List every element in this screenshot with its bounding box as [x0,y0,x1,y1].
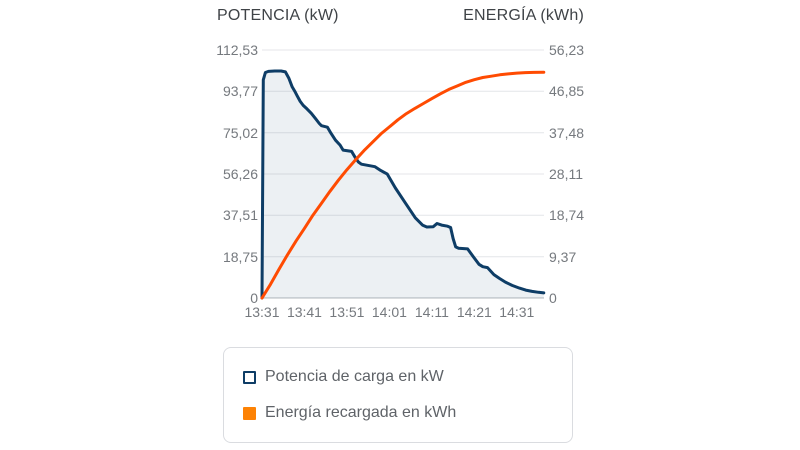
right-axis-tick-label: 28,11 [549,166,583,183]
right-axis-tick-label: 56,23 [549,42,585,58]
x-axis-tick-label: 13:41 [286,304,322,320]
chart-legend: Potencia de carga en kW Energía recargad… [223,347,573,443]
left-axis-tick-label: 75,02 [222,124,258,141]
power-series-swatch-icon [243,370,256,384]
power-series-label: Potencia de carga en kW [265,368,444,385]
power-line [260,69,546,300]
right-axis-title: ENERGÍA (kWh) [463,7,584,24]
right-axis-tick-label: 0 [549,290,557,306]
right-axis-tick-label: 37,48 [549,124,585,141]
left-axis-tick-label: 112,53 [216,42,258,58]
legend-item-energy[interactable]: Energía recargada en kWh [243,403,572,423]
x-axis-tick-label: 14:31 [499,304,535,320]
right-axis-tick-label: 46,85 [549,83,585,100]
chart-canvas[interactable] [0,0,800,335]
x-axis-tick-label: 13:31 [244,304,280,320]
right-axis-tick-label: 9,37 [549,248,577,265]
energy-line [260,70,546,300]
left-axis-tick-label: 93,77 [222,83,258,100]
chart-plot-area[interactable]: 112,53 93,77 75,02 56,26 37,51 18,75 0 56,23 46,… [0,0,800,335]
x-axis-tick-label: 14:21 [456,304,492,320]
legend-item-power[interactable]: Potencia de carga en kW [243,367,572,387]
left-axis-title: POTENCIA (kW) [217,7,339,24]
left-axis-tick-label: 18,75 [222,248,258,265]
left-axis-tick-label: 37,51 [222,207,258,224]
x-axis-tick-label: 13:51 [329,304,365,320]
energy-series-swatch-icon [243,406,256,420]
left-axis-tick-label: 56,26 [222,166,258,182]
energy-series-label: Energía recargada en kWh [265,404,457,421]
left-axis-tick-label: 0 [250,290,258,306]
right-axis-tick-label: 18,74 [549,207,585,224]
x-axis-tick-label: 14:11 [414,304,449,320]
x-axis-tick-label: 14:01 [371,304,407,320]
power-area [262,71,544,298]
